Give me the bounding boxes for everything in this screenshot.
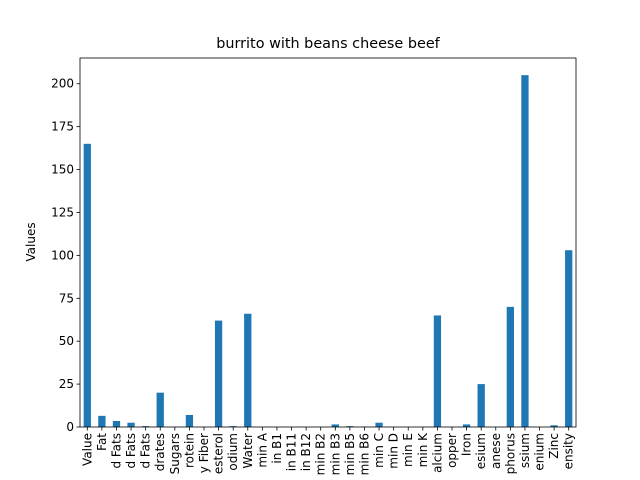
x-tick-label-29: phorus [503,433,517,474]
bar-20 [375,422,383,427]
x-tick-label-1: Fat [95,433,109,451]
x-tick-label-21: min D [387,433,401,469]
bar-7 [185,414,194,427]
bar-5 [156,392,164,427]
bars-group [83,75,573,428]
x-tick-label-13: in B1 [270,433,284,464]
x-tick-label-23: min K [416,432,430,467]
bar-9 [214,320,223,427]
y-axis-label: Values [24,222,38,261]
x-tick-label-30: ssium [518,433,532,468]
x-tick-label-33: ensity [562,433,576,469]
x-tick-label-0: Value [80,433,94,466]
bar-17 [331,424,339,427]
x-tick-label-9: esterol [212,433,226,474]
y-tick-label-3: 75 [59,291,74,305]
x-tick-label-8: y Fiber [197,433,211,473]
bar-24 [433,315,442,427]
x-tick-label-18: min B5 [343,433,357,475]
x-tick-label-10: odium [226,433,240,471]
bar-0 [83,143,91,427]
bar-11 [244,313,252,427]
y-tick-label-7: 175 [51,120,74,134]
y-tick-label-2: 50 [59,334,74,348]
y-tick-label-0: 0 [66,420,74,434]
x-tick-label-11: Water [241,433,255,469]
x-tick-label-17: min B3 [328,433,342,475]
x-tick-label-32: Zinc [547,433,561,459]
plot-area-frame [79,57,577,428]
x-tick-label-19: min B6 [357,433,371,475]
x-axis-ticks: Value Fat d Fats d Fats d Fats drates Sugars ro… [80,427,576,475]
x-tick-label-28: anese [489,433,503,469]
x-tick-label-27: esium [474,433,488,469]
y-tick-label-8: 200 [51,77,74,91]
x-tick-label-14: in B11 [285,433,299,471]
y-tick-label-5: 125 [51,205,74,219]
x-tick-label-25: opper [445,433,459,468]
bar-29 [506,306,514,427]
x-tick-label-5: drates [153,433,167,471]
x-tick-label-20: min C [372,433,386,468]
x-tick-label-16: min B2 [314,433,328,475]
chart-title: burrito with beans cheese beef [216,36,440,52]
y-tick-label-4: 100 [51,248,74,262]
x-tick-label-22: min E [401,433,415,467]
x-tick-label-4: d Fats [139,433,153,469]
bar-27 [477,384,485,427]
x-tick-label-2: d Fats [109,433,123,469]
x-tick-label-12: min A [255,432,269,467]
y-tick-label-1: 25 [59,377,74,391]
y-tick-label-6: 150 [51,163,74,177]
bar-2 [112,420,121,427]
y-axis-ticks: 0 25 50 75 100 125 150 175 200 [51,77,80,434]
x-tick-label-31: enium [533,433,547,471]
bar-18 [346,426,354,427]
bar-4 [142,426,150,427]
x-tick-label-3: d Fats [124,433,138,469]
x-tick-label-7: rotein [182,433,196,468]
bar-3 [127,422,135,427]
bar-30 [521,75,529,428]
x-tick-label-24: alcium [430,433,444,473]
x-tick-label-6: Sugars [168,433,182,474]
x-tick-label-15: in B12 [299,433,313,471]
bar-10 [229,426,237,427]
bar-32 [550,425,558,427]
x-tick-label-26: Iron [460,433,474,456]
bar-33 [565,250,573,427]
bar-1 [98,415,106,427]
bar-26 [462,424,471,427]
